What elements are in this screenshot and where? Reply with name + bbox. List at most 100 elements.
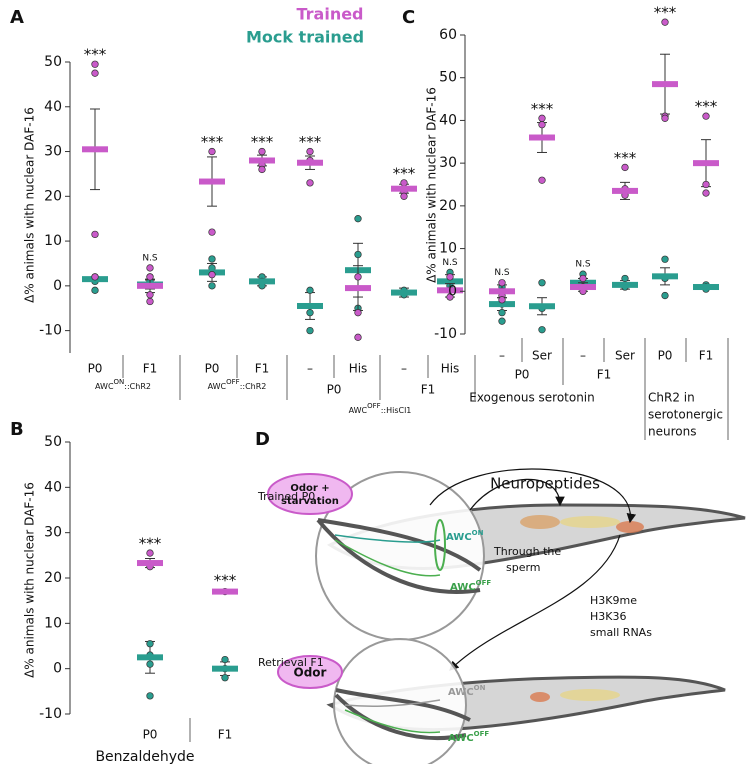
mean-bar [212, 665, 238, 672]
y-tick-label: 40 [44, 99, 62, 115]
group-label: F1 [421, 383, 436, 397]
y-tick-label: -10 [434, 326, 457, 342]
construct-sup: OFF [367, 402, 381, 410]
y-tick-label: 20 [44, 188, 62, 204]
arrow [429, 468, 637, 524]
data-point [146, 549, 154, 557]
y-axis-label: Δ% animals with nuclear DAF-16 [425, 87, 439, 283]
y-axis-label: Δ% animals with nuclear DAF-16 [23, 482, 37, 678]
data-point [661, 255, 669, 263]
y-tick-label: 20 [44, 570, 62, 586]
data-point [354, 273, 362, 281]
mean-bar [612, 281, 638, 288]
condition-label: neurons [648, 425, 696, 439]
worm-edge [335, 688, 471, 722]
gut [560, 516, 620, 528]
mean-bar [529, 303, 555, 310]
data-point [621, 163, 629, 172]
construct-label: AWCON::ChR2 [95, 378, 151, 391]
y-tick-label: -10 [39, 706, 62, 722]
germline [520, 515, 560, 529]
cloud [267, 473, 353, 515]
data-point [702, 189, 710, 197]
data-point [258, 165, 266, 174]
data-point [498, 308, 506, 317]
data-point [621, 274, 629, 283]
legend-entry: Trained [296, 5, 363, 24]
panel-letter: A [10, 7, 24, 28]
data-point [146, 291, 154, 299]
panel-letter: D [255, 429, 270, 450]
y-tick-label: 40 [44, 479, 62, 495]
x-tick-label: P0 [143, 728, 158, 742]
data-point [91, 273, 99, 281]
worm-edge [317, 518, 482, 572]
construct-sup: ON [114, 378, 125, 386]
label: Trained P0 [257, 490, 315, 503]
construct-rest: ::ChR2 [124, 382, 151, 391]
data-point [538, 326, 546, 334]
mean-bar [612, 187, 638, 194]
data-point [702, 112, 710, 120]
mean-bar [570, 284, 596, 291]
neuron-label: AWCOFF [448, 730, 489, 744]
diagram-title: Neuropeptides [490, 475, 600, 493]
y-tick-label: -10 [39, 323, 62, 339]
y-axis-label: Δ% animals with nuclear DAF-16 [23, 107, 37, 303]
y-tick-label: 0 [448, 283, 457, 299]
condition-label: serotonergic [648, 408, 723, 422]
panel-letter: B [10, 419, 24, 440]
label: sperm [506, 561, 541, 574]
label: H3K36 [590, 610, 626, 623]
y-tick-label: 50 [44, 434, 62, 450]
significance: *** [614, 149, 637, 167]
mean-bar [137, 560, 163, 567]
construct-label: AWCOFF::HisCl1 [349, 402, 412, 415]
mean-bar [489, 288, 515, 295]
x-axis-label: Benzaldehyde [95, 749, 194, 764]
mean-bar [345, 285, 371, 292]
data-point [146, 640, 154, 648]
mean-bar [137, 654, 163, 661]
data-point [91, 69, 99, 77]
data-point [146, 297, 154, 306]
mean-bar [249, 157, 275, 164]
data-point [146, 660, 154, 668]
significance: *** [299, 133, 322, 151]
data-point [661, 114, 669, 122]
data-point [221, 655, 229, 664]
construct-base: AWC [349, 406, 368, 415]
x-tick-label: F1 [143, 362, 158, 376]
significance: N.S [142, 253, 158, 263]
y-tick-label: 60 [439, 27, 457, 43]
mean-bar [82, 146, 108, 153]
mean-bar [249, 278, 275, 285]
x-tick-label: – [307, 362, 313, 376]
data-point [91, 286, 99, 294]
data-point [661, 18, 669, 26]
x-tick-label: P0 [88, 362, 103, 376]
data-point [354, 215, 362, 223]
y-tick-label: 50 [439, 70, 457, 86]
data-point [208, 282, 216, 290]
y-tick-label: 50 [44, 54, 62, 70]
data-point [146, 692, 154, 700]
cue: Odor + [290, 483, 329, 494]
data-point [306, 147, 314, 156]
data-point [498, 317, 506, 325]
mean-bar [297, 302, 323, 309]
condition-label: Exogenous serotonin [469, 391, 595, 405]
data-point [91, 230, 99, 239]
x-tick-label: P0 [205, 362, 220, 376]
data-point [354, 309, 362, 317]
mean-bar [693, 160, 719, 167]
cue: starvation [281, 496, 339, 507]
data-point [538, 176, 546, 184]
data-point [400, 192, 408, 200]
data-point [146, 273, 154, 281]
mean-bar [529, 134, 555, 141]
x-tick-label: F1 [699, 349, 714, 363]
data-point [579, 274, 587, 283]
x-tick-label: F1 [255, 362, 270, 376]
neuron [344, 709, 441, 734]
